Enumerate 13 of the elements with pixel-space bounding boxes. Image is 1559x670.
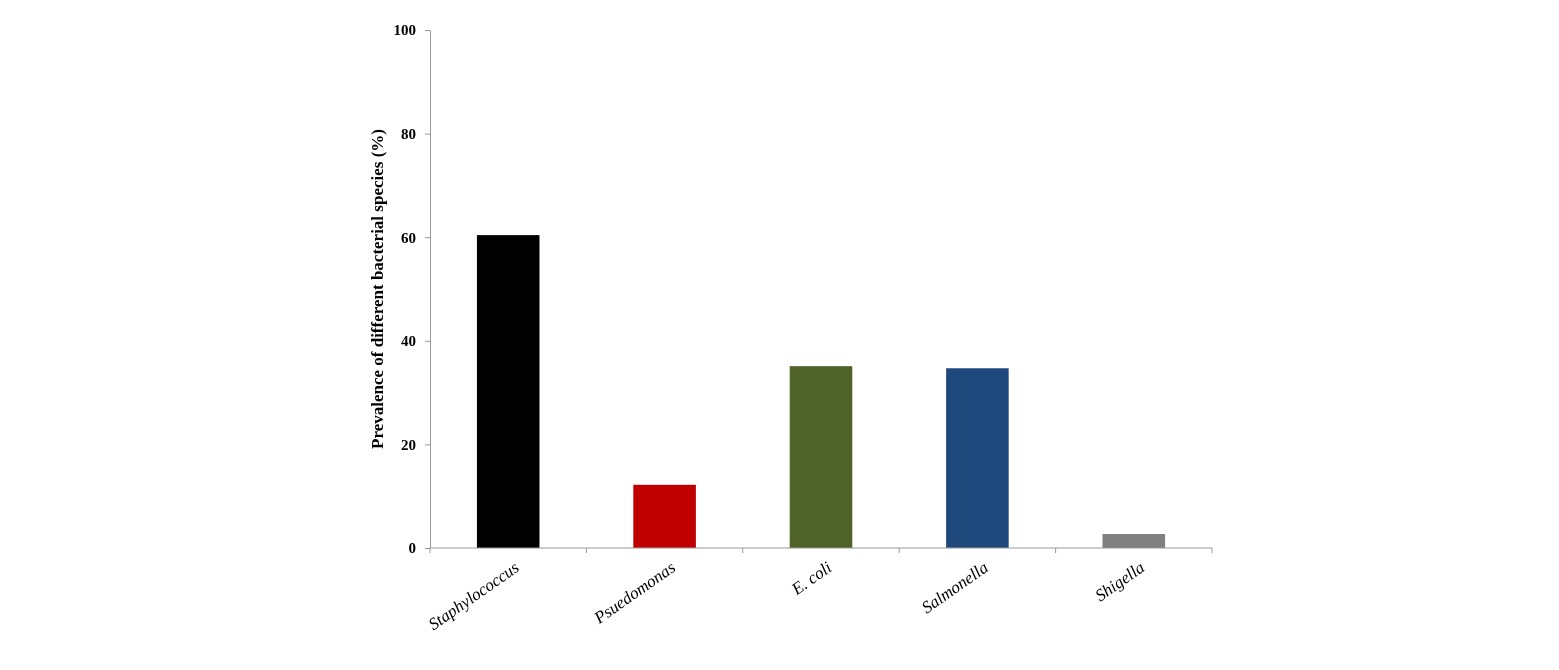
y-tick-label: 0 <box>408 540 416 557</box>
y-tick-label: 60 <box>401 229 416 246</box>
bar <box>789 366 853 548</box>
bar <box>633 484 696 548</box>
bar <box>946 368 1009 548</box>
x-tick-label: E. coli <box>787 557 836 600</box>
y-tick-label: 40 <box>401 333 416 350</box>
y-tick-label: 100 <box>393 22 416 39</box>
bar <box>1102 534 1166 548</box>
y-axis-title: Prevalence of different bacterial species (%) <box>368 129 387 449</box>
bar <box>476 235 540 548</box>
y-tick-label: 80 <box>401 125 416 142</box>
y-tick-label: 20 <box>401 436 416 453</box>
